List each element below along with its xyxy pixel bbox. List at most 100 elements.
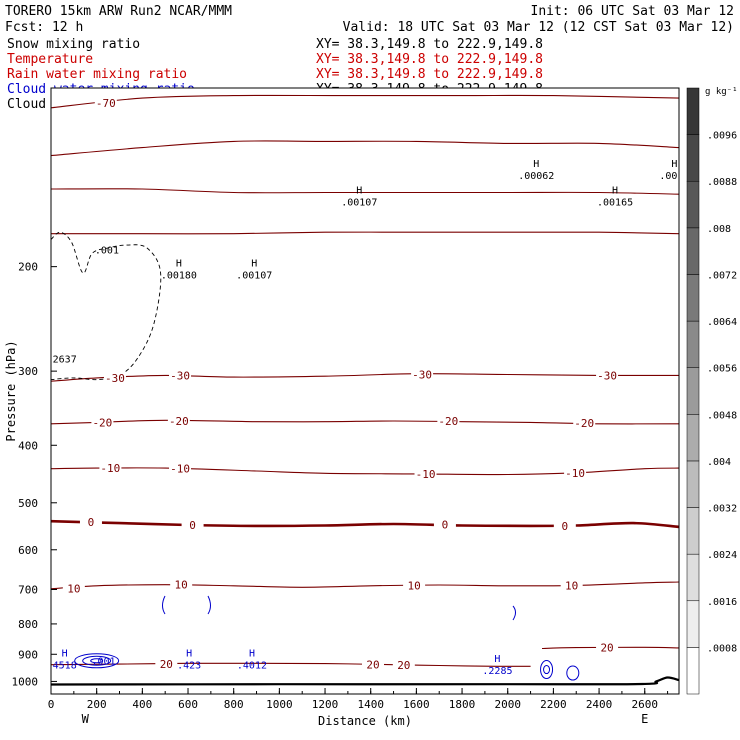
maximum-value: .00165 [597, 198, 633, 209]
legend-xy: XY= 38.3,149.8 to 222.9,149.8 [316, 52, 543, 67]
colorbar-segment [686, 320, 700, 368]
isotherm-label-bg [411, 368, 434, 381]
forecast-hour: Fcst: 12 h [5, 20, 83, 35]
colorbar: .0008 .0016 .0024 .0032 .004 .0048 .0056 .0064.… [686, 87, 738, 695]
isotherm-label-bg [167, 414, 190, 427]
cloud-water-contour [90, 658, 104, 664]
cloud-water-contour [162, 595, 166, 615]
y-tick-label: 200 [18, 261, 38, 274]
isotherm-label: -30 [105, 372, 125, 385]
x-tick-label: 0 [48, 698, 55, 711]
isotherm-label: 10 [175, 579, 188, 592]
colorbar-tick-label: .0048 [707, 410, 737, 421]
isotherm-label-bg [414, 467, 437, 480]
terrain-line [51, 676, 679, 686]
y-tick-label: 700 [18, 584, 38, 597]
init-time: Init: 06 UTC Sat 03 Mar 12 [531, 4, 735, 19]
cloud-water-contour [543, 665, 551, 675]
maximum-marker: H [356, 186, 362, 197]
snow-contour [51, 231, 162, 381]
isotherm-label: -30 [412, 369, 432, 382]
isotherm-label: -70 [96, 97, 116, 110]
isotherm-label-bg [433, 518, 456, 531]
cloud-water-contour [566, 665, 580, 681]
isotherm-label-bg [596, 641, 619, 654]
colorbar-tick-label: .0032 [707, 504, 737, 515]
isotherm-line [51, 373, 679, 382]
colorbar-tick-label: .0056 [707, 364, 737, 375]
isotherm-label: 0 [88, 516, 95, 529]
axes: 0 200 400 600 800 1000 1200 1400 1600 1800 2000 220… [12, 261, 669, 726]
isotherm-label-bg [553, 519, 576, 532]
maximum-value: .0012 [659, 171, 689, 182]
maximum-marker: H [671, 159, 677, 170]
x-tick-label: 2000 [494, 698, 521, 711]
isotherm-label: 10 [407, 579, 420, 592]
colorbar-tick-label: .004 [707, 457, 731, 468]
x-tick-label: 1200 [312, 698, 339, 711]
colorbar-segment [686, 227, 700, 275]
legend-label: Rain water mixing ratio [7, 67, 187, 82]
cloud-water-contour [512, 605, 516, 621]
x-tick-label: 400 [132, 698, 152, 711]
x-tick-label: 2200 [540, 698, 567, 711]
maximum-marker: H [186, 648, 192, 659]
isotherm-label-bg [94, 97, 117, 110]
isotherm-label: -10 [170, 463, 190, 476]
colorbar-segment [686, 600, 700, 648]
isotherm-label: 10 [565, 579, 578, 592]
isotherm-label: -20 [92, 416, 112, 429]
isotherm-label-bg [169, 462, 192, 475]
isotherm-label-bg [170, 578, 193, 591]
contour-label: .001 [95, 245, 119, 256]
maximum-value: .00107 [236, 270, 272, 281]
colorbar-tick-label: .008 [707, 224, 731, 235]
isotherm-label: -20 [169, 415, 189, 428]
isotherm-line [51, 419, 679, 425]
x-tick-label: 600 [178, 698, 198, 711]
y-tick-label: 800 [18, 618, 38, 631]
colorbar-tick-label: .0096 [707, 131, 737, 142]
x-tick-label: 200 [87, 698, 107, 711]
isotherm-label: -10 [416, 468, 436, 481]
isotherm-label: 0 [189, 519, 196, 532]
maximum-marker: H [249, 648, 255, 659]
maximum-marker: H [176, 258, 182, 269]
y-tick-label: 1000 [12, 675, 39, 688]
y-axis-label: Pressure (hPa) [4, 340, 18, 441]
colorbar-tick-label: .0064 [707, 317, 737, 328]
y-tick-label: 600 [18, 544, 38, 557]
maximum-marker: H [251, 258, 257, 269]
isotherm-line [51, 519, 679, 529]
isotherm-label: -10 [100, 462, 120, 475]
x-tick-label: 1800 [449, 698, 476, 711]
maximum-value: .00062 [518, 171, 554, 182]
x-tick-label: 1400 [357, 698, 384, 711]
x-tick-label: 2400 [586, 698, 613, 711]
maximum-value: .2285 [482, 666, 512, 677]
isotherm-line [51, 140, 679, 157]
maximum-value: 4518 [53, 660, 77, 671]
cloud-water-contour [540, 660, 554, 680]
colorbar-segment [686, 87, 700, 135]
isotherm-label: -30 [597, 369, 617, 382]
legend-xy: XY= 38.3,149.8 to 222.9,149.8 [316, 37, 543, 52]
colorbar-segment [686, 460, 700, 508]
legend-xy: XY= 38.3,149.8 to 222.9,149.8 [316, 67, 543, 82]
isotherm-label: 20 [366, 659, 379, 672]
isotherm-label-bg [392, 659, 415, 672]
colorbar-tick-label: .0024 [707, 550, 737, 561]
plot-contents: -70 -30 -30 -30 -30 -20 -20 -20 -20 -10 -10 -10 -10 0… [51, 94, 689, 686]
isotherm-label: 20 [397, 659, 410, 672]
x-end-label-west: W [82, 712, 90, 726]
isotherm-label: -30 [170, 369, 190, 382]
x-tick-label: 1000 [266, 698, 293, 711]
valid-time: Valid: 18 UTC Sat 03 Mar 12 (12 CST Sat … [343, 20, 734, 35]
cloud-water-contour [74, 653, 120, 669]
maximum-marker: H [533, 159, 539, 170]
isotherm-label-bg [596, 369, 619, 382]
y-tick-label: 300 [18, 365, 38, 378]
isotherm-line [51, 467, 679, 476]
plot-frame [50, 87, 680, 695]
